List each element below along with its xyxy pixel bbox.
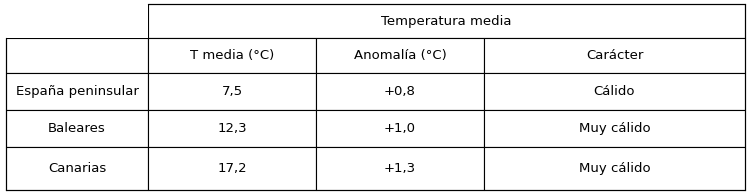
Bar [6, 38, 148, 73]
Bar [148, 4, 745, 38]
Bar [148, 110, 316, 147]
Text: 17,2: 17,2 [217, 162, 247, 175]
Text: 12,3: 12,3 [217, 122, 247, 135]
Text: +0,8: +0,8 [384, 85, 416, 98]
Text: Cálido: Cálido [594, 85, 635, 98]
Text: Baleares: Baleares [48, 122, 106, 135]
Bar [148, 147, 316, 190]
Bar [484, 38, 745, 73]
Bar [316, 147, 484, 190]
Bar [484, 147, 745, 190]
Text: Carácter: Carácter [586, 49, 643, 62]
Text: T media (°C): T media (°C) [190, 49, 274, 62]
Text: Muy cálido: Muy cálido [579, 122, 650, 135]
Text: Anomalía (°C): Anomalía (°C) [354, 49, 446, 62]
Text: Canarias: Canarias [48, 162, 106, 175]
Bar [316, 73, 484, 110]
Bar [484, 73, 745, 110]
Bar [6, 73, 148, 110]
Text: Temperatura media: Temperatura media [382, 15, 511, 28]
Text: España peninsular: España peninsular [16, 85, 138, 98]
Bar [316, 38, 484, 73]
Bar [484, 110, 745, 147]
Text: +1,3: +1,3 [384, 162, 416, 175]
Bar [316, 110, 484, 147]
Bar [6, 147, 148, 190]
Bar [0, 4, 148, 38]
Text: Muy cálido: Muy cálido [579, 162, 650, 175]
Bar [6, 110, 148, 147]
Text: 7,5: 7,5 [222, 85, 243, 98]
Bar [148, 73, 316, 110]
Bar [148, 38, 316, 73]
Text: +1,0: +1,0 [384, 122, 416, 135]
